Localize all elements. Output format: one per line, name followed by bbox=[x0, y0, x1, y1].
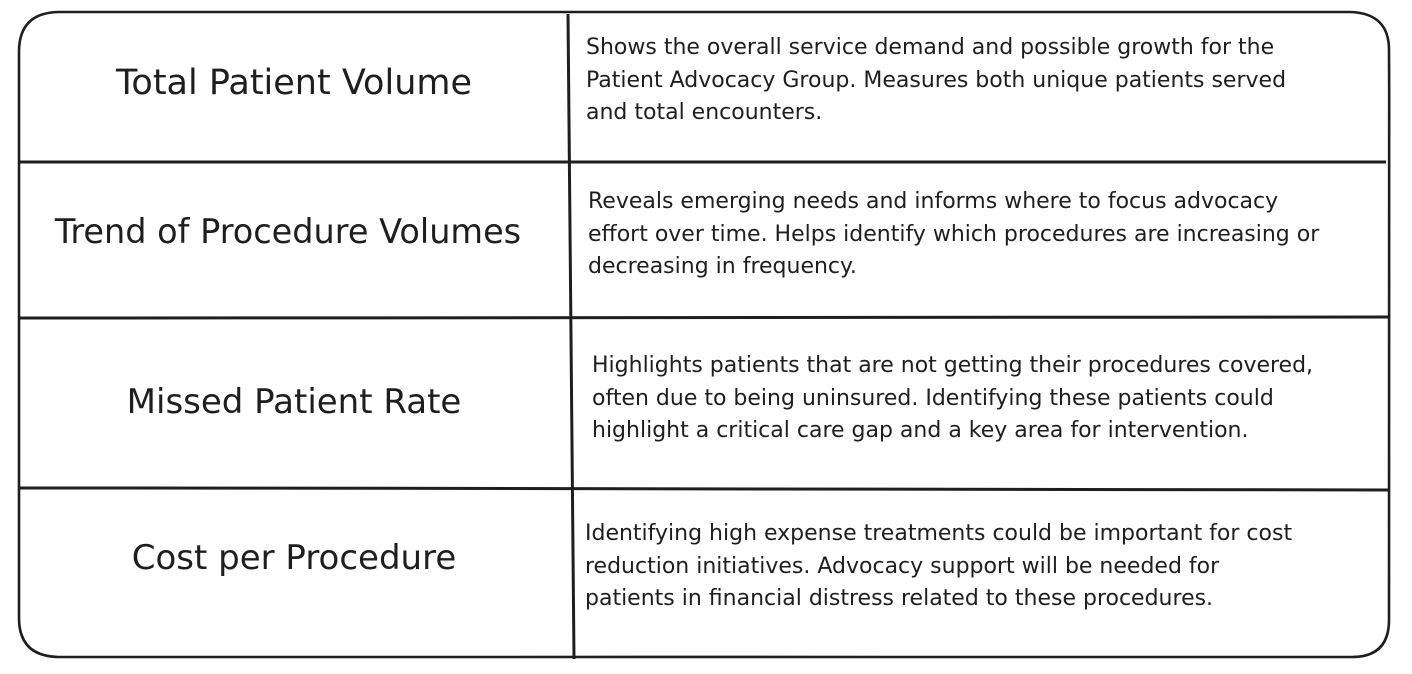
metric-name-trend-of-procedure-volumes: Trend of Procedure Volumes bbox=[54, 212, 522, 251]
metric-name-missed-patient-rate: Missed Patient Rate bbox=[126, 382, 462, 422]
table-border bbox=[17, 10, 1392, 659]
metric-description-trend-of-procedure-volumes: Reveals emerging needs and informs where… bbox=[588, 189, 1320, 279]
column-divider bbox=[566, 13, 576, 660]
row-divider-2 bbox=[19, 315, 1390, 320]
metric-name-total-patient-volume: Total Patient Volume bbox=[115, 63, 473, 103]
metric-name-cost-per-procedure: Cost per Procedure bbox=[131, 538, 457, 578]
metric-description-cost-per-procedure: Identifying high expense treatments coul… bbox=[585, 521, 1293, 611]
metric-description-total-patient-volume: Shows the overall service demand and pos… bbox=[586, 35, 1287, 125]
row-divider-3 bbox=[19, 486, 1390, 492]
metric-description-missed-patient-rate: Highlights patients that are not getting… bbox=[592, 353, 1314, 443]
